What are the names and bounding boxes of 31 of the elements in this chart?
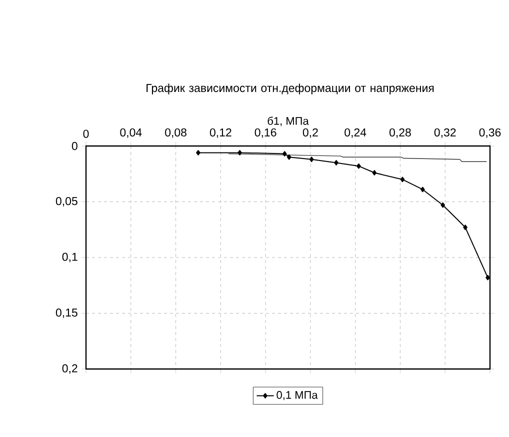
y-tick-label: 0,1 [62, 252, 78, 262]
x-axis-title: б1, МПа [268, 116, 309, 126]
point [440, 202, 446, 208]
y-tick-label: 0,05 [56, 197, 78, 207]
point [238, 150, 242, 156]
point [372, 170, 377, 176]
point [400, 176, 405, 182]
x-tick-label: 0,36 [479, 128, 501, 138]
x-tick-label: 0,08 [165, 128, 186, 138]
x-tick-label: 0 [83, 130, 89, 138]
x-tick-label: 0,32 [434, 128, 456, 138]
point [334, 160, 338, 166]
x-tick-label: 0,28 [389, 128, 411, 138]
y-tick-label: 0,2 [62, 364, 78, 374]
y-tick-label: 0,15 [56, 308, 78, 318]
chart-title: График зависимости отн.деформации от напряжения [146, 84, 434, 94]
x-tick-label: 0,12 [210, 128, 232, 138]
x-tick-label: 0,2 [302, 128, 318, 138]
point [463, 224, 468, 230]
legend-label: 0,1 МПа [276, 391, 318, 400]
x-tick-label: 0,16 [254, 128, 276, 138]
point [309, 156, 314, 162]
y-tick-label: 0 [72, 142, 78, 150]
point [196, 150, 200, 156]
point [420, 186, 425, 192]
point [486, 274, 490, 280]
x-tick-label: 0,24 [344, 128, 366, 138]
point [282, 151, 287, 157]
point [356, 163, 361, 169]
point [286, 154, 292, 160]
x-tick-label: 0,04 [120, 128, 142, 138]
